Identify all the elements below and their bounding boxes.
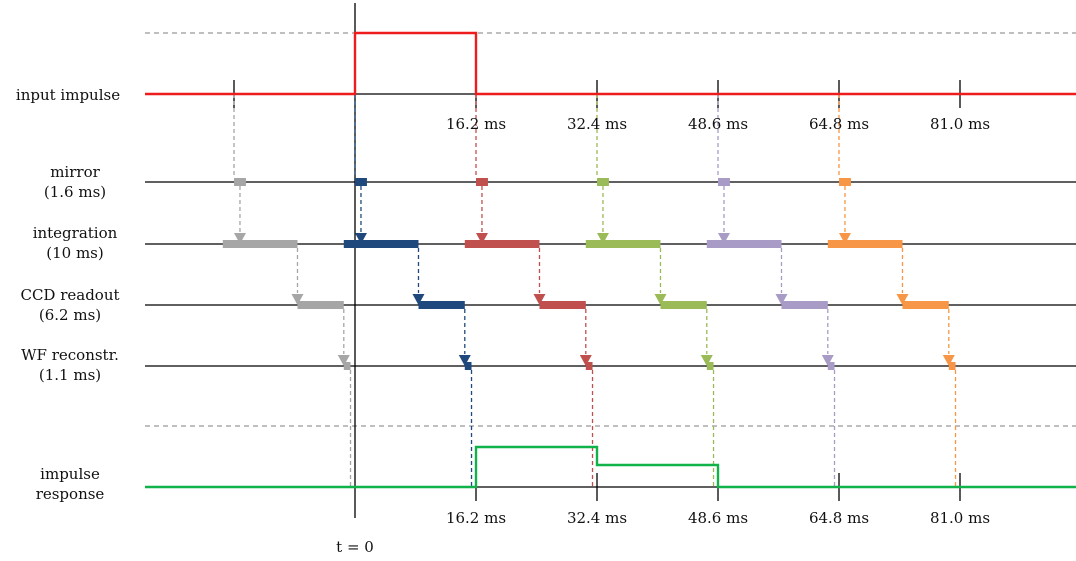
mirror-label-line1: mirror	[50, 163, 100, 181]
cycle-5-arrow-ccd	[775, 294, 788, 305]
pipeline-bars	[222, 178, 956, 370]
ccd-readout-label-line1: CCD readout	[20, 286, 119, 304]
signals	[145, 31, 1076, 489]
cycle-5-arrow-integration	[717, 233, 730, 244]
cycle-5-wf-reconstruction-bar	[827, 362, 835, 370]
tick-label-top-2: 32.4 ms	[567, 115, 627, 133]
integration-label-line1: integration	[33, 224, 118, 242]
cycle-6-wf-reconstruction-bar	[948, 362, 956, 370]
cycle-1-arrow-wf	[337, 355, 350, 366]
cycle-2-arrow-wf	[458, 355, 471, 366]
cycle-3-mirror-bar	[476, 178, 488, 186]
cycle-4-arrow-wf	[700, 355, 713, 366]
cycle-2-integration-bar	[343, 240, 419, 248]
cycle-6-arrow-integration	[838, 233, 851, 244]
tick-label-bottom-1: 16.2 ms	[446, 509, 506, 527]
impulse-response-label-line1: impulse	[40, 465, 100, 483]
tick-label-bottom-4: 64.8 ms	[809, 509, 869, 527]
cycle-2-ccd-readout-bar	[418, 301, 465, 309]
cycle-6-arrow-ccd	[896, 294, 909, 305]
tick-label-bottom-3: 48.6 ms	[688, 509, 748, 527]
cycle-5-mirror-bar	[718, 178, 730, 186]
pipeline-arrows	[233, 233, 955, 366]
cycle-3-arrow-integration	[475, 233, 488, 244]
cycle-6-ccd-readout-bar	[902, 301, 949, 309]
cycle-2-arrow-ccd	[412, 294, 425, 305]
mirror-label-line2: (1.6 ms)	[44, 183, 106, 201]
cycle-1-mirror-bar	[234, 178, 246, 186]
cycle-5-integration-bar	[706, 240, 782, 248]
wf-reconstruction-label-line2: (1.1 ms)	[39, 366, 101, 384]
wf-reconstruction-label-line1: WF reconstr.	[21, 346, 119, 364]
tick-label-bottom-5: 81.0 ms	[930, 509, 990, 527]
cycle-4-mirror-bar	[597, 178, 609, 186]
tick-label-bottom-2: 32.4 ms	[567, 509, 627, 527]
cycle-1-arrow-integration	[233, 233, 246, 244]
cycle-4-wf-reconstruction-bar	[706, 362, 714, 370]
tick-label-top-5: 81.0 ms	[930, 115, 990, 133]
cycle-3-ccd-readout-bar	[539, 301, 586, 309]
cycle-5-arrow-wf	[821, 355, 834, 366]
pipeline-connectors	[233, 94, 957, 487]
cycle-4-arrow-integration	[596, 233, 609, 244]
ccd-readout-label-line2: (6.2 ms)	[39, 306, 101, 324]
cycle-2-wf-reconstruction-bar	[464, 362, 472, 370]
cycle-2-arrow-integration	[354, 233, 367, 244]
cycle-3-integration-bar	[464, 240, 540, 248]
cycle-4-integration-bar	[585, 240, 661, 248]
cycle-1-arrow-ccd	[291, 294, 304, 305]
cycle-1-ccd-readout-bar	[297, 301, 344, 309]
tick-label-top-3: 48.6 ms	[688, 115, 748, 133]
cycle-6-integration-bar	[827, 240, 903, 248]
cycle-1-wf-reconstruction-bar	[343, 362, 351, 370]
impulse-response-signal	[145, 445, 1076, 489]
cycle-3-wf-reconstruction-bar	[585, 362, 593, 370]
cycle-4-arrow-ccd	[654, 294, 667, 305]
t-zero-label: t = 0	[336, 538, 374, 556]
cycle-6-arrow-wf	[942, 355, 955, 366]
cycle-4-ccd-readout-bar	[660, 301, 707, 309]
input-impulse-label: input impulse	[16, 86, 120, 104]
row-axes	[145, 3, 1076, 518]
tick-label-top-1: 16.2 ms	[446, 115, 506, 133]
integration-label-line2: (10 ms)	[46, 244, 103, 262]
cycle-6-mirror-bar	[839, 178, 851, 186]
cycle-1-integration-bar	[222, 240, 298, 248]
cycle-3-arrow-ccd	[533, 294, 546, 305]
cycle-3-arrow-wf	[579, 355, 592, 366]
cycle-2-mirror-bar	[355, 178, 367, 186]
impulse-response-label-line2: response	[36, 485, 105, 503]
input-impulse-signal	[145, 31, 1076, 96]
cycle-5-ccd-readout-bar	[781, 301, 828, 309]
tick-label-top-4: 64.8 ms	[809, 115, 869, 133]
separators	[145, 32, 1076, 427]
